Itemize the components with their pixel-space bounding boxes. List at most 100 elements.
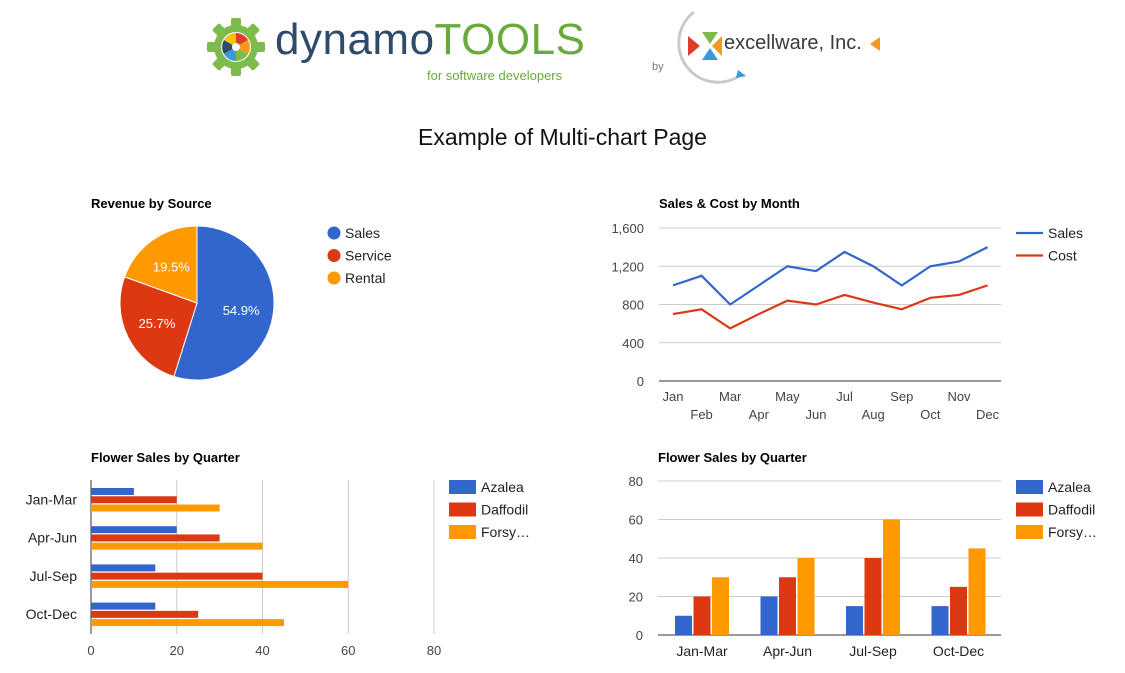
category-label: Apr-Jun bbox=[28, 530, 77, 546]
x-tick-label: Nov bbox=[947, 389, 971, 404]
y-tick-label: 0 bbox=[637, 374, 644, 389]
bar-daffodil bbox=[91, 496, 177, 504]
legend-label: Daffodil bbox=[481, 502, 528, 518]
legend-label: Azalea bbox=[481, 479, 524, 495]
orange-arrow-icon bbox=[870, 37, 880, 51]
legend-label: Service bbox=[345, 248, 392, 264]
legend-marker bbox=[327, 271, 341, 285]
revenue-pie-chart: Revenue by Source 54.9% 25.7% 19.5% Sales S… bbox=[80, 188, 540, 398]
bar-forsythia bbox=[91, 619, 284, 627]
bar-daffodil bbox=[91, 610, 199, 618]
pie-slice-label: 54.9% bbox=[223, 303, 260, 318]
legend-label: Cost bbox=[1048, 248, 1077, 264]
dynamotools-wordmark: dynamoTOOLS bbox=[275, 15, 586, 64]
bar-azalea bbox=[91, 526, 177, 534]
x-tick-label: Jun bbox=[806, 407, 827, 422]
pie-chart-svg: Revenue by Source 54.9% 25.7% 19.5% Sales S… bbox=[91, 196, 392, 381]
line-chart-svg: Sales & Cost by Month 04008001,2001,600 … bbox=[611, 196, 1083, 422]
category-label: Apr-Jun bbox=[763, 643, 812, 659]
bar-forsythia bbox=[91, 542, 263, 550]
x-tick-label: Sep bbox=[890, 389, 913, 404]
y-tick-label: 0 bbox=[636, 628, 643, 643]
chart-title: Revenue by Source bbox=[91, 196, 212, 211]
y-tick-label: 1,200 bbox=[611, 259, 644, 274]
legend-label: Forsy… bbox=[1048, 524, 1097, 540]
category-label: Oct-Dec bbox=[933, 643, 984, 659]
legend-marker bbox=[449, 502, 476, 517]
chart-title: Flower Sales by Quarter bbox=[91, 450, 240, 465]
x-tick-label: 60 bbox=[341, 643, 355, 658]
flower-sales-hbar-chart: Flower Sales by Quarter 0 20 40 60 80 Jan-Ma… bbox=[0, 440, 560, 670]
series-line-sales bbox=[672, 246, 989, 306]
bar-daffodil bbox=[950, 586, 967, 635]
bar-forsythia bbox=[712, 577, 729, 635]
bar-azalea bbox=[91, 564, 156, 572]
pie-slice bbox=[119, 276, 198, 378]
legend-marker bbox=[1016, 480, 1043, 494]
legend-label: Daffodil bbox=[1048, 502, 1095, 518]
bar-daffodil bbox=[693, 596, 711, 635]
x-tick-label: 20 bbox=[170, 643, 184, 658]
bar-azalea bbox=[675, 615, 692, 635]
x-tick-label: Dec bbox=[976, 407, 1000, 422]
excellware-mark-icon bbox=[677, 10, 746, 84]
x-tick-label: Jul bbox=[836, 389, 853, 404]
x-tick-label: 0 bbox=[87, 643, 94, 658]
x-tick-label: Mar bbox=[719, 389, 742, 404]
x-tick-label: Feb bbox=[690, 407, 712, 422]
bar-daffodil bbox=[779, 577, 796, 635]
pie-slice-label: 19.5% bbox=[153, 259, 190, 274]
excellware-wordmark: excellware, Inc. bbox=[724, 32, 862, 54]
bar-azalea bbox=[91, 602, 156, 610]
bar-azalea bbox=[760, 596, 778, 635]
legend-label: Forsy… bbox=[481, 524, 530, 540]
bar-daffodil bbox=[91, 572, 263, 580]
column-chart-svg: Flower Sales by Quarter 0 20 40 60 80 Jan-Ma… bbox=[629, 450, 1097, 659]
dynamotools-logo[interactable]: dynamoTOOLS for software developers bbox=[205, 10, 585, 90]
legend-marker bbox=[327, 249, 341, 262]
bar-azalea bbox=[846, 606, 863, 635]
y-tick-label: 400 bbox=[622, 336, 644, 351]
bar-forsythia bbox=[91, 580, 349, 588]
x-tick-label: Apr bbox=[749, 407, 770, 422]
pie-slice-label: 25.7% bbox=[139, 316, 176, 331]
hbar-chart-svg: Flower Sales by Quarter 0 20 40 60 80 Jan-Ma… bbox=[26, 450, 530, 658]
by-text: by bbox=[652, 61, 664, 73]
legend-marker bbox=[327, 226, 341, 240]
bar-azalea bbox=[91, 488, 134, 495]
bar-forsythia bbox=[883, 519, 900, 635]
x-tick-label: May bbox=[775, 389, 800, 404]
legend-label: Sales bbox=[345, 225, 380, 241]
bar-forsythia bbox=[968, 548, 986, 635]
y-tick-label: 20 bbox=[629, 590, 643, 605]
bar-daffodil bbox=[91, 534, 220, 542]
y-tick-label: 1,600 bbox=[611, 221, 644, 236]
pie-slice bbox=[123, 225, 198, 304]
legend-marker bbox=[449, 525, 476, 539]
legend-label: Sales bbox=[1048, 225, 1083, 241]
bar-forsythia bbox=[797, 558, 815, 635]
legend-label: Rental bbox=[345, 270, 385, 286]
header: dynamoTOOLS for software developers by e… bbox=[0, 0, 1125, 100]
y-tick-label: 40 bbox=[629, 551, 643, 566]
bar-forsythia bbox=[91, 504, 220, 512]
category-label: Jan-Mar bbox=[676, 643, 728, 659]
bar-daffodil bbox=[864, 558, 882, 635]
category-label: Jan-Mar bbox=[26, 492, 78, 508]
page-title: Example of Multi-chart Page bbox=[418, 124, 707, 150]
gear-logo-icon bbox=[207, 18, 265, 76]
bar-azalea bbox=[931, 606, 949, 635]
dynamotools-tagline: for software developers bbox=[427, 68, 563, 83]
chart-title: Sales & Cost by Month bbox=[659, 196, 800, 211]
y-tick-label: 80 bbox=[629, 474, 643, 489]
pie-slice bbox=[173, 225, 275, 381]
category-label: Jul-Sep bbox=[849, 643, 897, 659]
legend-marker bbox=[449, 480, 476, 494]
x-tick-label: Aug bbox=[862, 407, 885, 422]
x-tick-label: Jan bbox=[663, 389, 684, 404]
legend-label: Azalea bbox=[1048, 479, 1091, 495]
x-tick-label: 40 bbox=[255, 643, 269, 658]
y-tick-label: 60 bbox=[629, 513, 643, 528]
legend-marker bbox=[1016, 502, 1043, 517]
excellware-logo[interactable]: by excellware, Inc. bbox=[648, 4, 898, 94]
